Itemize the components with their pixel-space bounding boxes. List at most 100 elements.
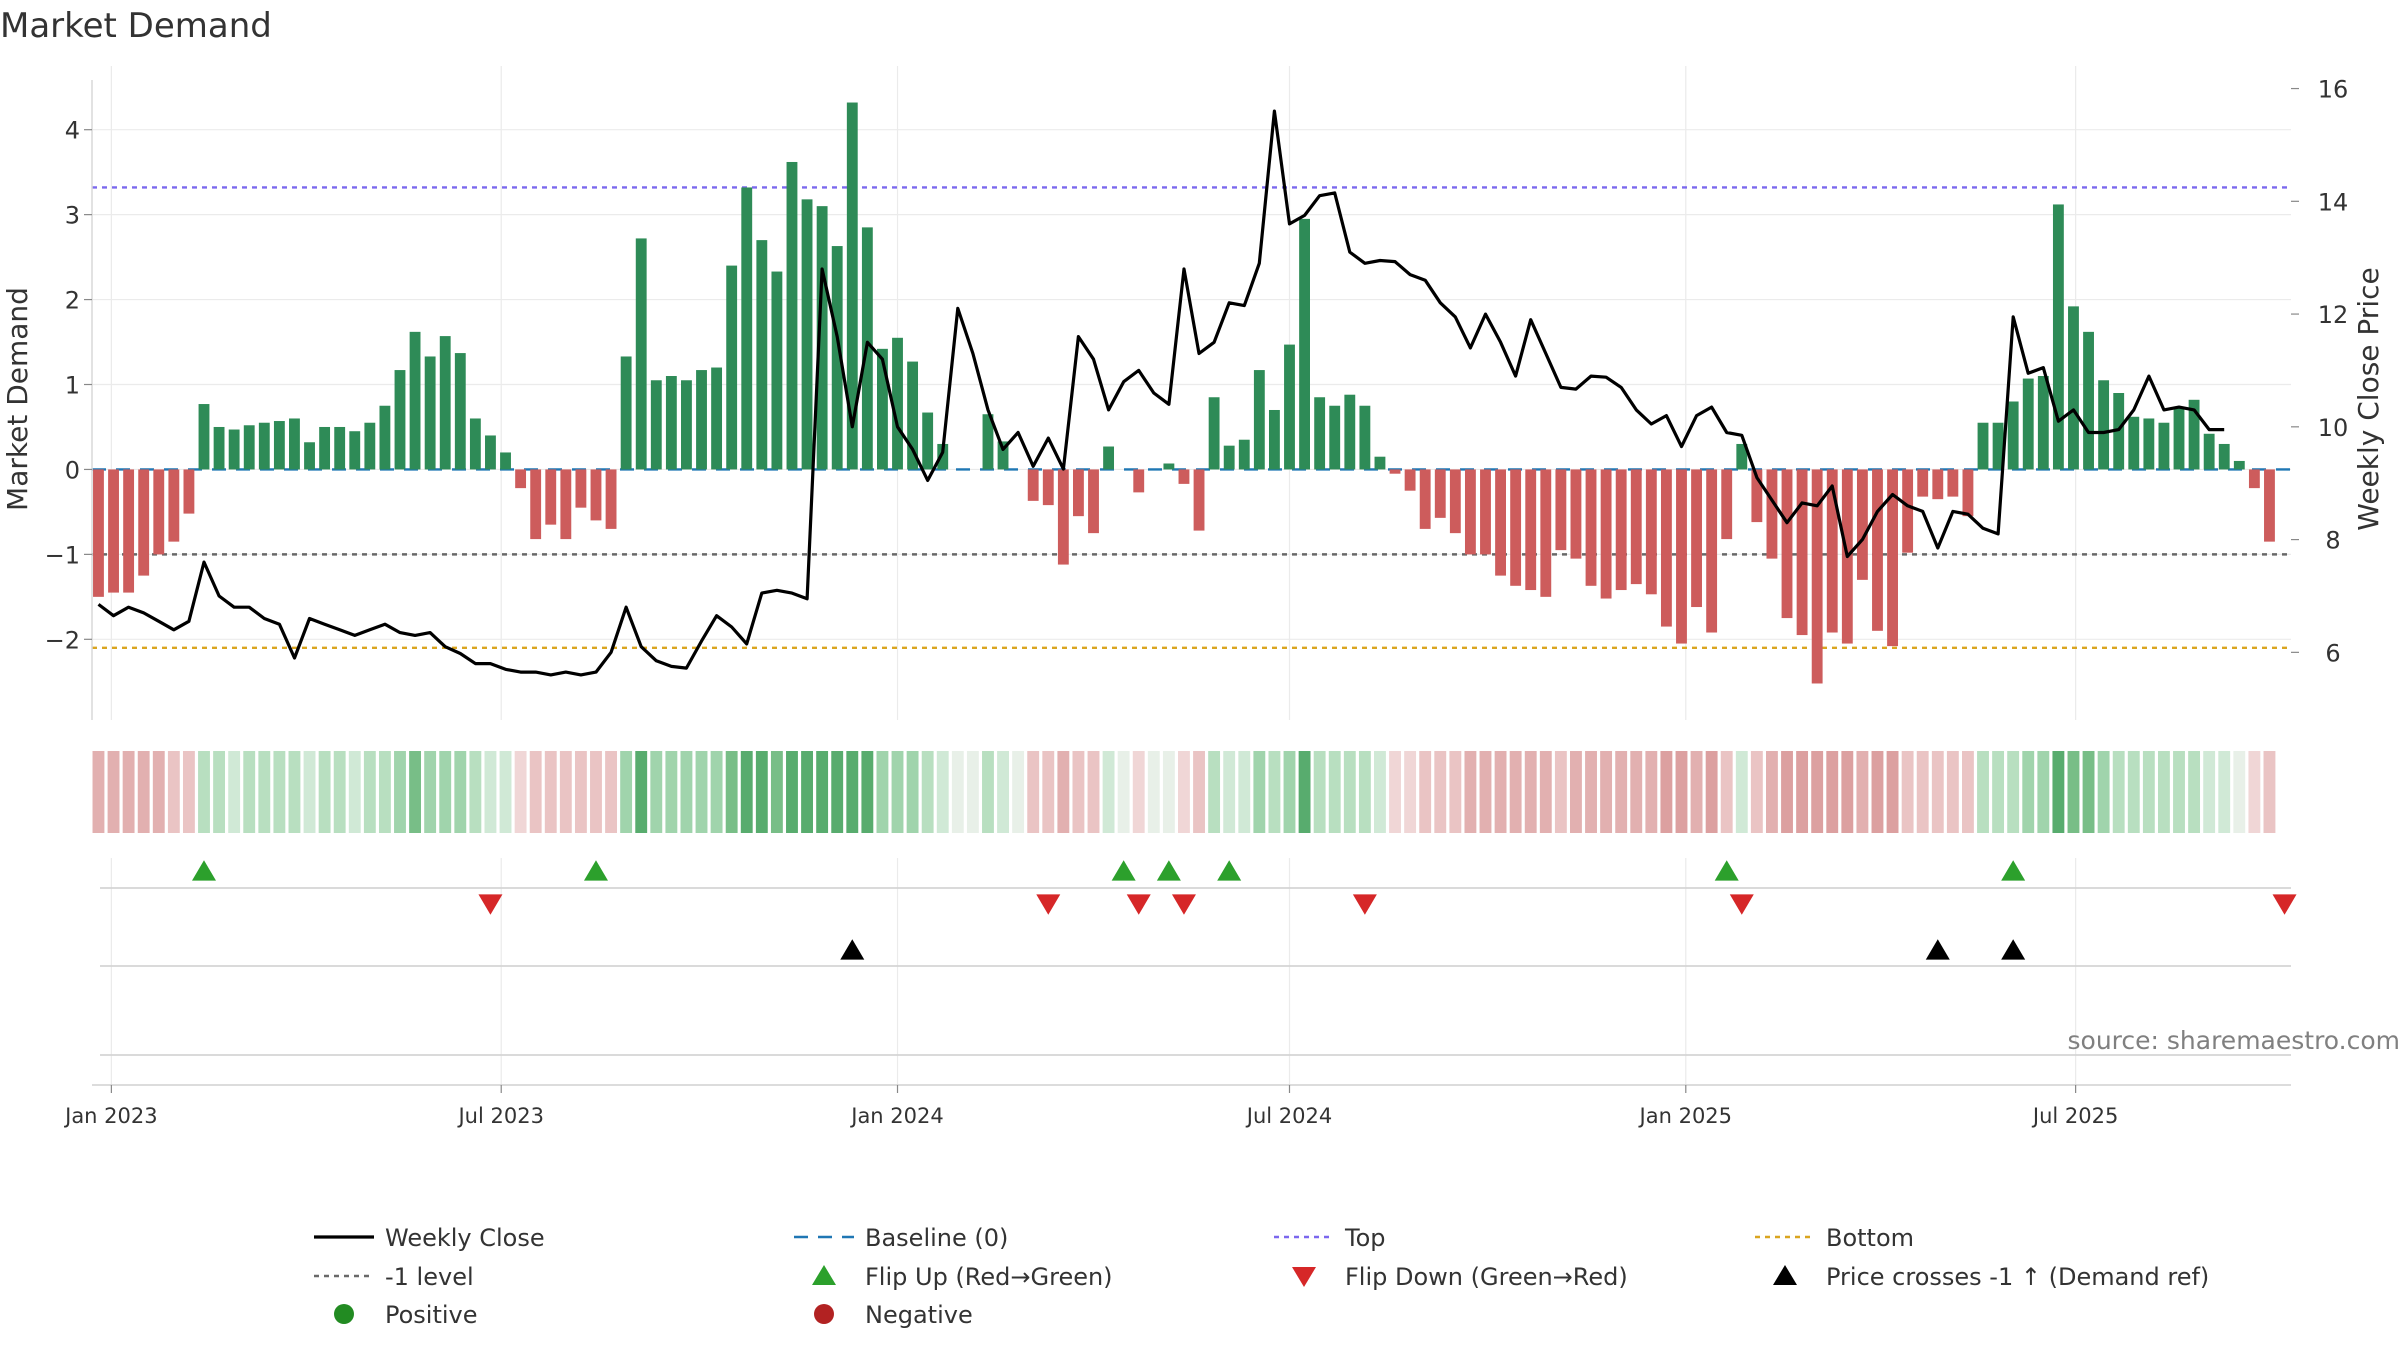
demand-bar: [243, 425, 255, 470]
demand-bar: [108, 469, 119, 593]
demand-bar: [1721, 469, 1733, 540]
demand-bar: [892, 337, 903, 470]
flip-down-marker: [1352, 894, 1377, 915]
demand-bar: [1902, 469, 1914, 553]
demand-bar: [334, 426, 346, 470]
heat-strip-cell: [2188, 751, 2201, 833]
y-tick-label: 2: [65, 287, 80, 315]
demand-bar: [1977, 422, 1989, 470]
demand-bar: [922, 412, 934, 470]
heat-strip-cell: [2248, 751, 2261, 833]
heat-strip-cell: [1977, 751, 1989, 833]
legend-swatch-circle: [334, 1304, 354, 1324]
heat-strip-cell: [2112, 751, 2125, 833]
legend-swatch-circle: [814, 1304, 834, 1324]
grid-layer: [92, 66, 2291, 1085]
demand-bar: [1299, 218, 1311, 470]
heat-strip-cell: [1856, 751, 1869, 833]
heat-strip-cell: [152, 751, 165, 833]
demand-bar: [123, 469, 135, 593]
heat-strip-cell: [1524, 751, 1537, 833]
demand-bar: [1464, 469, 1476, 555]
heat-strip-cell: [951, 751, 964, 833]
demand-bar: [1947, 469, 1959, 497]
demand-bar: [1238, 439, 1250, 470]
demand-bar: [138, 469, 150, 576]
heat-strip-cell: [469, 751, 482, 833]
heat-strip-cell: [363, 751, 376, 833]
heat-strip-cell: [273, 751, 286, 833]
heat-strip-cell: [801, 751, 813, 833]
demand-bar: [304, 442, 315, 470]
heat-strip-cell: [635, 751, 648, 833]
heat-strip-cell: [1781, 751, 1793, 833]
demand-bar: [1585, 469, 1597, 586]
heat-strip-cell: [831, 751, 844, 833]
demand-bar: [1389, 469, 1401, 474]
legend-swatch-triangle-up: [1773, 1265, 1797, 1285]
heat-strip-cell: [1886, 751, 1899, 833]
demand-bar: [2037, 376, 2049, 470]
demand-bar: [1525, 469, 1537, 591]
demand-bar: [681, 380, 692, 470]
demand-bar: [273, 421, 285, 470]
heat-strip-cell: [1132, 751, 1145, 833]
heat-strip-cell: [574, 751, 587, 833]
heat-strip-cell: [1042, 751, 1055, 833]
heat-strip-cell: [1253, 751, 1266, 833]
heat-strip-cell: [1434, 751, 1447, 833]
heat-strip-cell: [1358, 751, 1371, 833]
demand-bar: [1193, 469, 1205, 531]
heat-strip-cell: [167, 751, 180, 833]
demand-bar: [937, 443, 949, 470]
y-tick-label: 3: [65, 202, 80, 230]
heat-strip-cell: [1298, 751, 1311, 833]
demand-bar: [228, 429, 240, 470]
demand-bar: [1178, 469, 1190, 484]
y2-tick-label: 6: [2325, 639, 2340, 667]
heat-strip-cell: [137, 751, 150, 833]
demand-bar: [1434, 469, 1446, 518]
heat-strip-cell: [92, 751, 105, 833]
heat-strip-cell: [921, 751, 934, 833]
demand-bar: [1072, 469, 1084, 517]
heat-strip-cell: [1117, 751, 1130, 833]
heat-strip-cell: [1750, 751, 1763, 833]
heat-strip-cell: [1328, 751, 1341, 833]
heat-strip-cell: [1057, 751, 1070, 833]
heat-strip-cell: [182, 751, 195, 833]
y-tick-label: −1: [45, 541, 80, 569]
heat-strip-cell: [1027, 751, 1040, 833]
heat-strip-cell: [2127, 751, 2140, 833]
demand-bar: [168, 469, 180, 542]
demand-bar: [1253, 370, 1265, 470]
heat-strip-cell: [1720, 751, 1733, 833]
demand-bar: [1284, 344, 1295, 470]
y-axis-label: Market Demand: [1, 287, 34, 511]
heat-strip-cell: [1404, 751, 1417, 833]
heat-strip-cell: [590, 751, 602, 833]
heat-strip-cell: [439, 751, 452, 833]
heat-strip-cell: [620, 751, 633, 833]
demand-bar: [213, 426, 225, 470]
heat-strip-cell: [243, 751, 256, 833]
heat-strip-cell: [786, 751, 798, 833]
heat-strip-cell: [454, 751, 467, 833]
cross-up-marker: [2001, 939, 2026, 960]
source-note: source: sharemaestro.com: [2068, 1026, 2400, 1055]
heat-strip-cell: [1916, 751, 1929, 833]
heat-strip-cell: [1570, 751, 1582, 833]
demand-bar: [1992, 422, 2004, 470]
flip-up-marker: [1111, 860, 1136, 881]
demand-bar: [1660, 469, 1672, 627]
demand-bars: [93, 102, 2275, 684]
demand-bar: [771, 271, 783, 470]
heat-strip-cell: [2022, 751, 2035, 833]
y-tick-label: 0: [65, 456, 80, 484]
legend-label: Positive: [385, 1301, 478, 1329]
demand-bar: [1600, 469, 1612, 599]
heat-strip-cell: [2233, 751, 2246, 833]
heat-strip-cell: [2007, 751, 2020, 833]
demand-bar: [485, 435, 496, 470]
heat-strip-cell: [107, 751, 120, 833]
